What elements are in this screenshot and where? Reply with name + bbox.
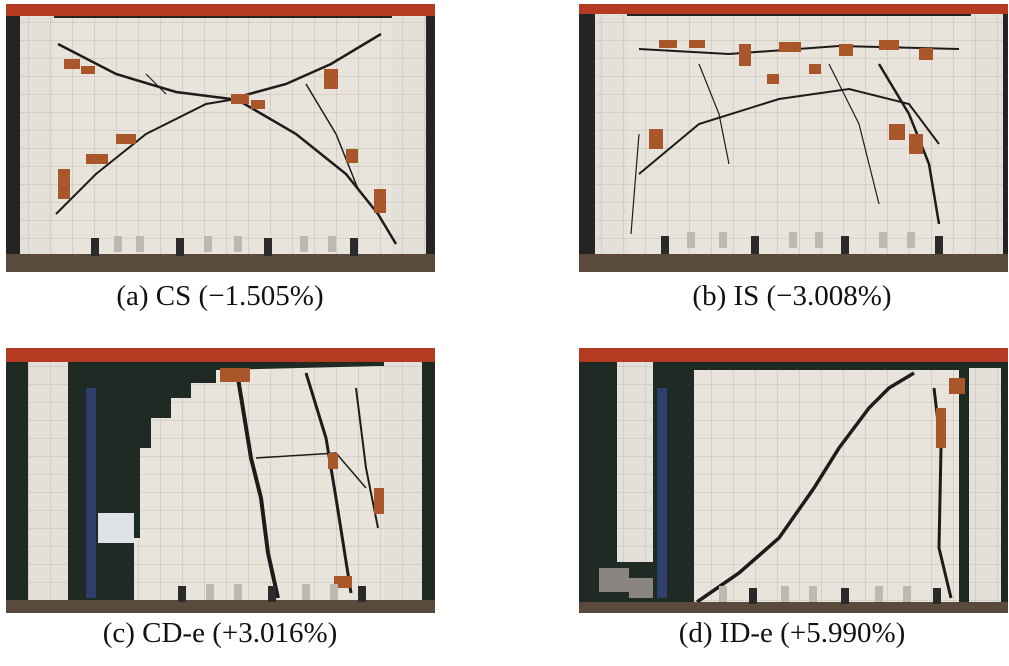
photo-id-e-specimen [579, 348, 1008, 613]
photo-is-specimen [579, 4, 1008, 272]
spalled-bricks [58, 59, 386, 213]
spalled-bricks [936, 378, 965, 448]
top-beam [579, 4, 1008, 14]
wall-photo-d [579, 348, 1008, 613]
panel-caption: (c) CD-e (+3.016%) [102, 617, 338, 649]
wall-photo-b [579, 4, 1008, 272]
spalled-bricks [220, 368, 384, 588]
spalled-bricks [649, 40, 933, 154]
top-beam [6, 348, 435, 362]
panel-caption: (d) ID-e (+5.990%) [678, 617, 906, 649]
top-beam [6, 4, 435, 16]
wall-photo-a [6, 4, 435, 272]
debris [599, 568, 653, 598]
panel-caption: (b) IS (−3.008%) [692, 280, 892, 312]
photo-cd-e-specimen [6, 348, 435, 613]
panel-caption: (a) CS (−1.505%) [116, 280, 324, 312]
wall-photo-c [6, 348, 435, 613]
photo-cs-specimen [6, 4, 435, 272]
top-beam [579, 348, 1008, 362]
